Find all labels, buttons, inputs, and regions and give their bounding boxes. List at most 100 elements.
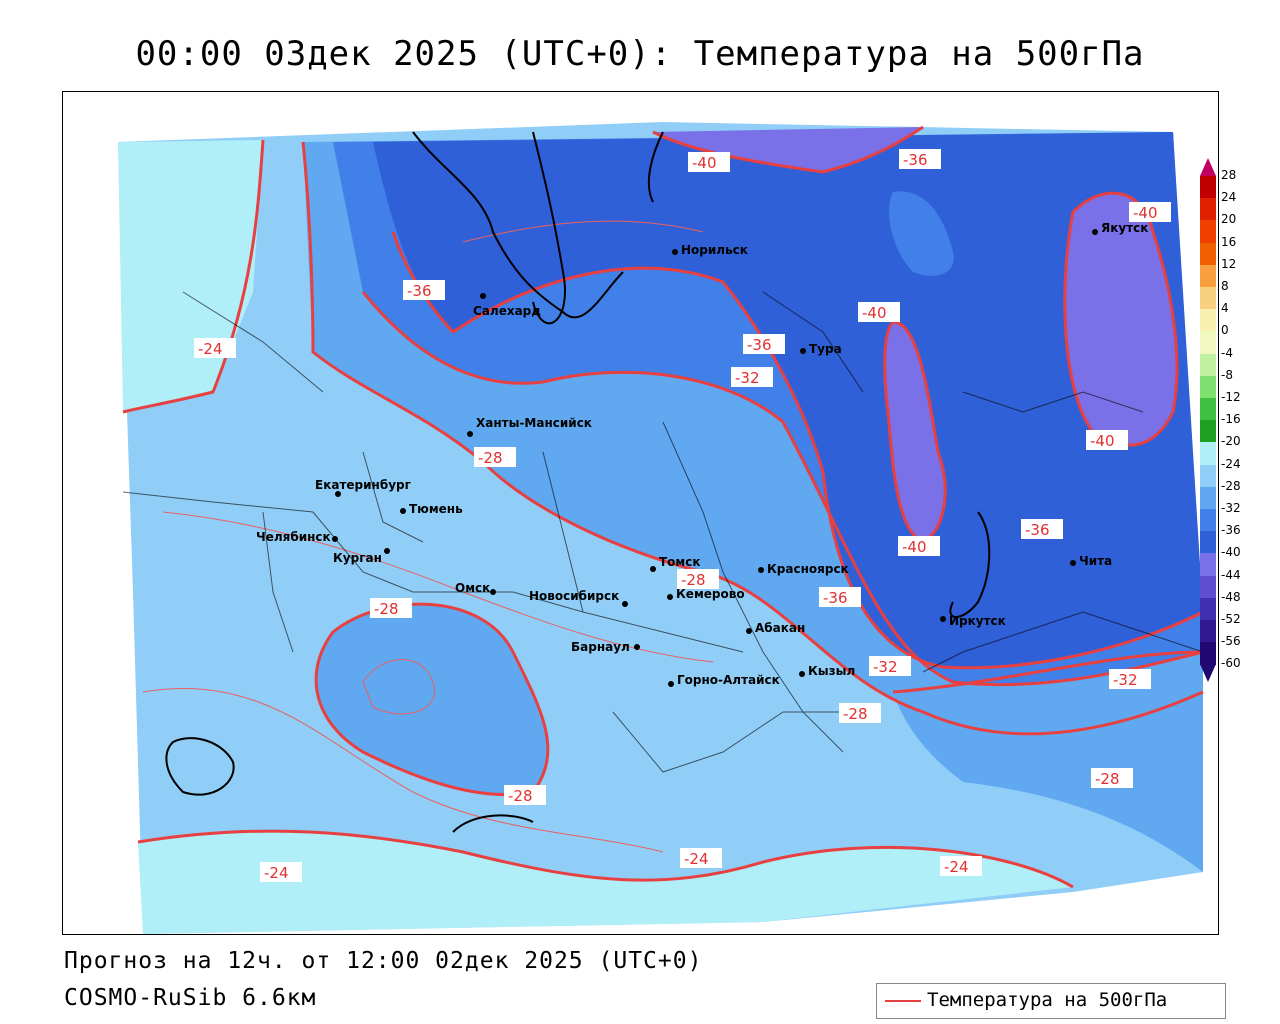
city-gorno-altaysk: Горно-Алтайск [668, 673, 780, 687]
svg-text:Салехард: Салехард [473, 304, 541, 318]
colorbar-segment [1200, 531, 1216, 554]
colorbar-segment [1200, 331, 1216, 355]
colorbar-segment [1200, 375, 1216, 399]
colorbar-segment [1200, 198, 1216, 221]
colorbar-tick-label: -36 [1221, 523, 1241, 538]
iso-label: -36 [1021, 519, 1063, 539]
city-norilsk: Норильск [672, 243, 748, 257]
colorbar-tick-label: -40 [1221, 545, 1241, 560]
colorbar-tick-label: -8 [1221, 367, 1233, 382]
svg-text:-24: -24 [684, 850, 709, 868]
legend-line-swatch [885, 1000, 921, 1002]
colorbar-segment [1200, 575, 1216, 599]
svg-text:Иркутск: Иркутск [949, 614, 1006, 628]
city-omsk: Омск [455, 581, 496, 595]
iso-label: -24 [194, 338, 236, 358]
iso-label: -36 [899, 149, 941, 169]
svg-text:-36: -36 [747, 336, 772, 354]
iso-label: -28 [677, 569, 719, 589]
iso-label: -28 [839, 703, 881, 723]
colorbar-bottom-arrow [1200, 664, 1216, 683]
city-chelyabinsk: Челябинск [256, 530, 338, 544]
temperature-map[interactable]: Норильск Салехард Тура Якутск Ханты-Манс… [63, 92, 1218, 934]
svg-text:-40: -40 [1133, 204, 1158, 222]
colorbar-tick-label: 24 [1221, 190, 1237, 205]
region-borders [122, 291, 1204, 773]
colorbar-segment [1200, 509, 1216, 532]
svg-text:-40: -40 [1090, 432, 1115, 450]
colorbar-tick-label: -60 [1221, 656, 1241, 671]
colorbar-tick-label: 16 [1221, 234, 1237, 249]
svg-text:-24: -24 [944, 858, 969, 876]
svg-text:-28: -28 [681, 571, 706, 589]
svg-text:Абакан: Абакан [755, 621, 805, 635]
forecast-info: Прогноз на 12ч. от 12:00 02дек 2025 (UTC… [64, 948, 703, 974]
map-title: 00:00 03дек 2025 (UTC+0): Температура на… [135, 34, 1145, 74]
svg-text:-28: -28 [374, 600, 399, 618]
iso-label: -28 [1091, 768, 1133, 788]
city-barnaul: Барнаул [571, 640, 640, 654]
svg-text:-32: -32 [873, 658, 898, 676]
svg-text:Екатеринбург: Екатеринбург [315, 478, 411, 492]
svg-text:-36: -36 [823, 589, 848, 607]
city-kemerovo: Кемерово [667, 587, 745, 601]
colorbar-segment [1200, 309, 1216, 332]
iso-label: -24 [260, 862, 302, 882]
field-36-40-pool [889, 191, 954, 276]
colorbar-segment [1200, 242, 1216, 266]
field-below-40-baikal [884, 322, 946, 542]
svg-text:-40: -40 [902, 538, 927, 556]
city-chita: Чита [1070, 554, 1112, 568]
iso-label: -24 [680, 848, 722, 868]
isotherm-value-labels: -40 -36 -40 -36 -24 -40 -36 -32 -28 -40 … [194, 149, 1171, 882]
map-panel[interactable]: Норильск Салехард Тура Якутск Ханты-Манс… [62, 91, 1219, 935]
colorbar-segment [1200, 353, 1216, 377]
iso-label: -36 [819, 587, 861, 607]
iso-label: -40 [688, 152, 730, 172]
field-20-24-south [138, 831, 1073, 934]
colorbar-segment [1200, 420, 1216, 443]
city-tomsk: Томск [650, 555, 701, 572]
model-name: COSMO-RuSib 6.6км [64, 985, 317, 1011]
colorbar-segment [1200, 287, 1216, 310]
iso-label: -28 [474, 447, 516, 467]
colorbar-segment [1200, 176, 1216, 199]
svg-text:Горно-Алтайск: Горно-Алтайск [677, 673, 780, 687]
colorbar-segment [1200, 264, 1216, 288]
svg-text:-36: -36 [1025, 521, 1050, 539]
colorbar-tick-label: -24 [1221, 456, 1241, 471]
svg-text:Красноярск: Красноярск [767, 562, 849, 576]
svg-text:Тура: Тура [809, 342, 842, 356]
colorbar-tick-label: 28 [1221, 168, 1237, 182]
legend-label: Температура на 500гПа [927, 989, 1168, 1011]
svg-text:-24: -24 [198, 340, 223, 358]
svg-text:-24: -24 [264, 864, 289, 882]
city-yekaterinburg: Екатеринбург [315, 478, 411, 497]
city-novosibirsk: Новосибирск [529, 589, 628, 607]
city-kyzyl: Кызыл [799, 664, 855, 678]
colorbar-segment [1200, 398, 1216, 421]
svg-text:-40: -40 [862, 304, 887, 322]
svg-text:Челябинск: Челябинск [256, 530, 331, 544]
svg-text:-40: -40 [692, 154, 717, 172]
iso-label: -32 [731, 367, 773, 387]
colorbar-segment [1200, 620, 1216, 643]
svg-text:-28: -28 [1095, 770, 1120, 788]
city-salekhard: Салехард [473, 293, 541, 318]
colorbar-tick-label: -32 [1221, 501, 1241, 515]
iso-label: -28 [504, 785, 546, 805]
city-markers: Норильск Салехард Тура Якутск Ханты-Манс… [256, 221, 1148, 687]
field-36-40 [373, 132, 1203, 668]
svg-text:Томск: Томск [659, 555, 701, 569]
colorbar-tick-label: 8 [1221, 279, 1229, 293]
coastlines [165, 131, 991, 833]
colorbar-segment [1200, 642, 1216, 665]
svg-text:-32: -32 [1113, 671, 1138, 689]
iso-label: -40 [1129, 202, 1171, 222]
colorbar-tick-label: -16 [1221, 412, 1241, 427]
svg-text:-36: -36 [903, 151, 928, 169]
city-krasnoyarsk: Красноярск [758, 562, 849, 576]
field-28-32-south [316, 604, 548, 795]
colorbar-segment [1200, 464, 1216, 488]
colorbar-segment [1200, 486, 1216, 510]
